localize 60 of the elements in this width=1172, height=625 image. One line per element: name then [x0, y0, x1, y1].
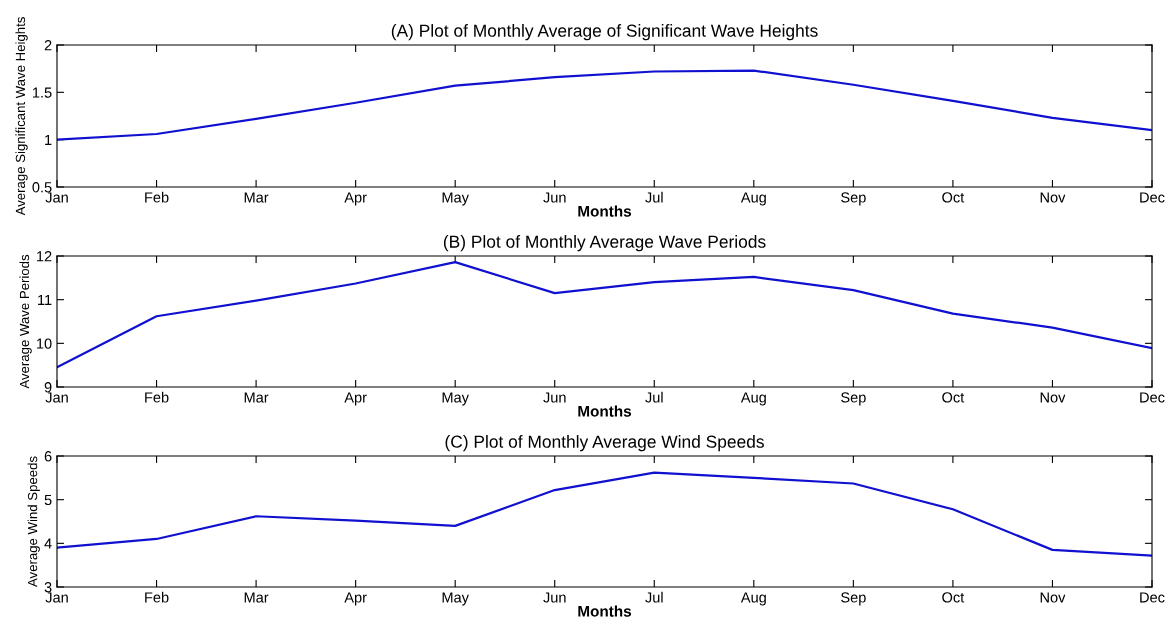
x-tick-label: May — [442, 592, 469, 606]
x-tick-label: Aug — [740, 392, 766, 406]
y-tick-label: 9 — [44, 382, 52, 393]
y-tick-label: 2 — [44, 40, 52, 51]
x-tick-label: Apr — [344, 192, 367, 206]
x-tick-label: Jun — [543, 592, 566, 603]
x-tick-label: Apr — [344, 592, 367, 606]
x-tick-label: Dec — [1140, 592, 1165, 603]
chart-title: (A) Plot of Monthly Average of Significant Wave Heights — [391, 24, 818, 41]
x-tick-label: Oct — [942, 592, 965, 603]
x-tick-label: Dec — [1140, 392, 1165, 403]
x-tick-label: Nov — [1040, 592, 1066, 603]
y-tick-label: 10 — [37, 338, 52, 349]
x-axis-title: Months — [578, 405, 632, 417]
line-series — [57, 471, 1152, 557]
x-tick-label: Nov — [1040, 392, 1066, 403]
x-tick-label: Mar — [244, 392, 269, 403]
y-tick-label: 3 — [44, 582, 52, 593]
x-tick-label: Feb — [145, 591, 169, 603]
x-tick-label: Sep — [841, 392, 866, 406]
x-tick-label: Sep — [841, 192, 866, 206]
x-tick-label: Mar — [244, 192, 269, 203]
y-tick-label: 12 — [37, 251, 52, 262]
x-tick-label: Sep — [841, 592, 866, 606]
chart-title: (C) Plot of Monthly Average Wind Speeds — [445, 435, 764, 452]
x-tick-label: Jul — [645, 191, 663, 203]
y-tick-label: 11 — [38, 294, 52, 305]
x-tick-label: Jan — [45, 392, 68, 403]
x-tick-label: Feb — [145, 191, 169, 203]
y-tick-label: 1.5 — [32, 87, 52, 98]
x-tick-label: Oct — [942, 392, 965, 403]
x-tick-label: Dec — [1140, 192, 1165, 203]
x-tick-label: Apr — [344, 392, 367, 406]
y-tick-label: 0.5 — [32, 182, 52, 193]
x-tick-label: May — [442, 192, 469, 206]
y-axis-title: Average Wave Periods — [19, 254, 32, 389]
x-tick-label: Jul — [645, 391, 663, 403]
x-tick-label: Jun — [543, 392, 566, 403]
x-tick-label: Aug — [740, 592, 766, 606]
x-tick-label: Jun — [543, 192, 566, 203]
y-axis-title: Average Significant Wave Heights — [15, 17, 28, 216]
x-tick-label: Mar — [244, 592, 269, 603]
chart-title: (B) Plot of Monthly Average Wave Periods — [443, 235, 766, 252]
y-tick-label: 1 — [45, 134, 52, 145]
x-tick-label: Jan — [45, 192, 68, 203]
line-series — [57, 261, 1152, 369]
x-tick-label: Aug — [740, 192, 766, 206]
x-tick-label: Feb — [145, 391, 169, 403]
y-tick-label: 4 — [44, 538, 52, 549]
x-axis-title: Months — [578, 205, 632, 217]
x-tick-label: May — [442, 392, 469, 406]
x-tick-label: Nov — [1040, 192, 1066, 203]
x-axis-title: Months — [578, 605, 632, 617]
x-tick-label: Jan — [45, 592, 68, 603]
x-tick-label: Jul — [645, 591, 663, 603]
y-tick-label: 6 — [44, 451, 52, 462]
x-tick-label: Oct — [942, 192, 965, 203]
y-axis-title: Average Wind Speeds — [27, 456, 40, 587]
y-tick-label: 5 — [44, 494, 52, 506]
line-series — [57, 69, 1152, 141]
